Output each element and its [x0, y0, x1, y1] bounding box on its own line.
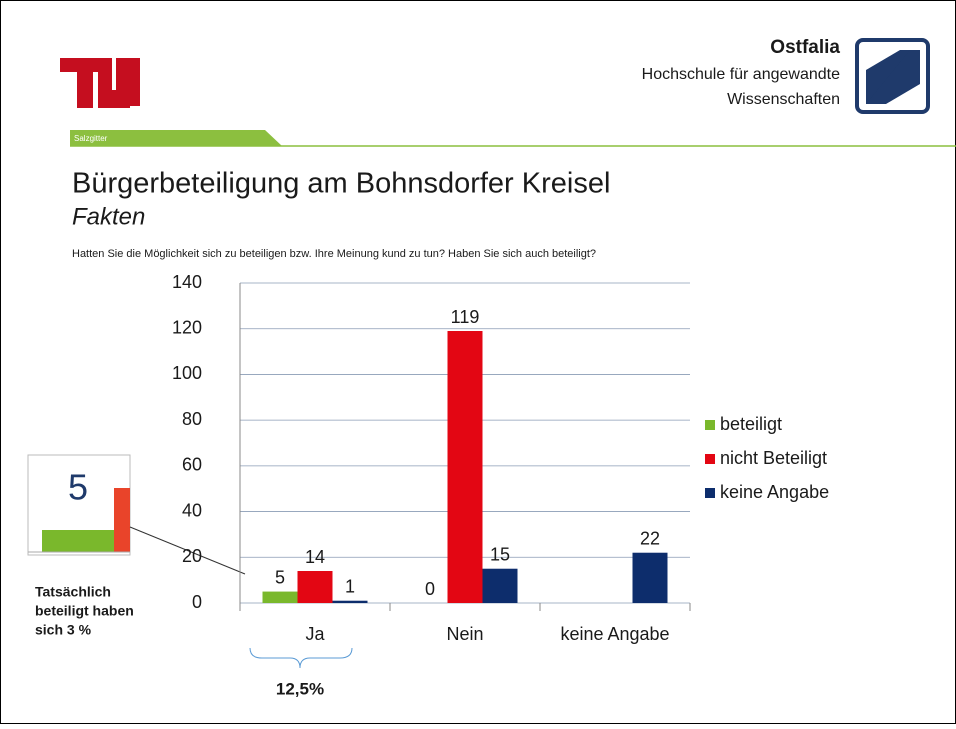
- value-label: 14: [305, 547, 325, 567]
- legend-label: keine Angabe: [720, 482, 829, 502]
- arrow: [129, 526, 246, 575]
- bar: [332, 600, 368, 603]
- institution-name: Ostfalia: [770, 37, 840, 58]
- value-label: 0: [425, 579, 435, 599]
- legend-swatch: [705, 488, 715, 498]
- y-tick-label: 140: [172, 272, 202, 292]
- inset-label: 5: [68, 467, 88, 508]
- value-label: 22: [640, 528, 660, 548]
- y-tick-label: 0: [192, 592, 202, 612]
- value-label: 119: [451, 307, 480, 327]
- value-label: 5: [275, 567, 285, 587]
- note: Tatsächlich: [35, 584, 111, 600]
- y-tick-label: 80: [182, 409, 202, 429]
- tag-bar: [70, 130, 282, 146]
- brace-label: 12,5%: [276, 679, 324, 698]
- bar: [262, 591, 298, 603]
- value-label: 1: [345, 576, 355, 596]
- bar: [632, 552, 668, 603]
- tu-logo: [60, 58, 140, 108]
- brace: [249, 647, 353, 669]
- zoom-inset: [27, 454, 131, 556]
- y-tick-label: 100: [172, 363, 202, 383]
- value-label: 15: [490, 544, 510, 564]
- logo-tag: Salzgitter: [74, 134, 108, 143]
- legend-swatch: [705, 420, 715, 430]
- y-tick-label: 60: [182, 455, 202, 475]
- y-tick-label: 20: [182, 546, 202, 566]
- bar: [297, 571, 333, 603]
- slide-subtitle: Fakten: [72, 203, 145, 230]
- ostfalia-logo: [855, 38, 930, 114]
- note: sich 3 %: [35, 622, 92, 638]
- legend-label: beteiligt: [720, 414, 782, 434]
- bar: [482, 568, 518, 603]
- x-tick-label: Nein: [446, 624, 483, 644]
- x-tick-label: Ja: [305, 624, 325, 644]
- x-tick-label: keine Angabe: [560, 624, 669, 644]
- y-tick-label: 120: [172, 317, 202, 337]
- legend-swatch: [705, 454, 715, 464]
- legend-label: nicht Beteiligt: [720, 448, 827, 468]
- slide-title: Bürgerbeteiligung am Bohnsdorfer Kreisel: [72, 168, 610, 200]
- institution-line: Wissenschaften: [727, 91, 840, 108]
- bar: [447, 331, 483, 603]
- institution-line: Hochschule für angewandte: [642, 66, 840, 83]
- note: beteiligt haben: [35, 603, 134, 619]
- question: Hatten Sie die Möglichkeit sich zu betei…: [72, 248, 596, 260]
- y-tick-label: 40: [182, 500, 202, 520]
